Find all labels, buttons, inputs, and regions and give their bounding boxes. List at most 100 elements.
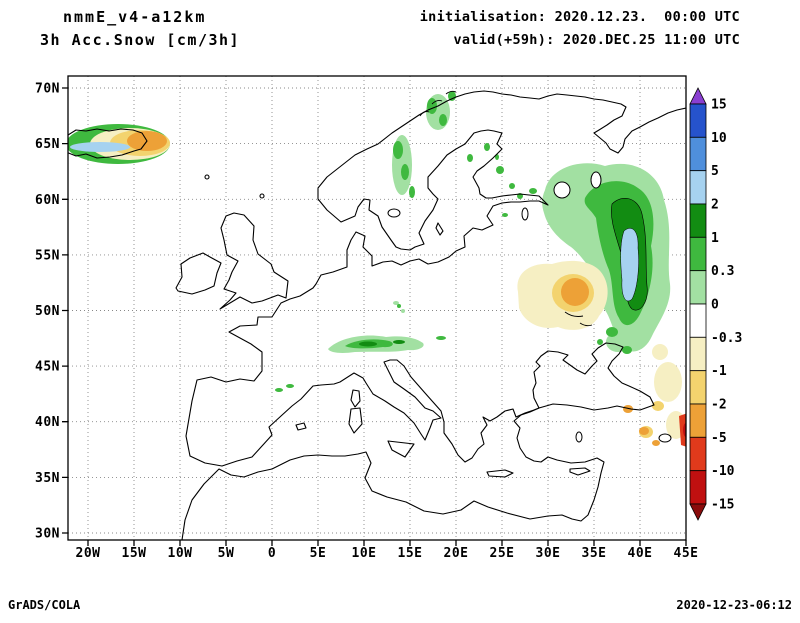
x-tick-label: 10E xyxy=(352,546,377,561)
shade-caucasus-cream xyxy=(652,344,668,360)
shade-green xyxy=(502,213,508,217)
x-tick-label: 30E xyxy=(536,546,561,561)
island-iceland xyxy=(68,128,148,159)
y-tick-label: 35N xyxy=(35,471,60,486)
colorbar-arrow-bottom xyxy=(689,503,707,521)
y-axis-ticks xyxy=(62,87,68,534)
shade-green xyxy=(597,339,603,345)
shade-green xyxy=(393,141,403,159)
shade-green xyxy=(397,304,401,308)
colorbar: 15 10 5 2 1 0.3 0 -0.3 -1 -2 -5 -10 -15 xyxy=(689,87,742,521)
coastlines xyxy=(68,90,686,540)
shade-halo xyxy=(401,309,405,313)
island-corsica xyxy=(350,389,361,408)
colorbar-label: 10 xyxy=(711,131,727,146)
lake-onega xyxy=(590,171,602,189)
colorbar-segment xyxy=(689,203,707,238)
lake-peipus xyxy=(521,207,529,221)
colorbar-label: 2 xyxy=(711,198,719,213)
colorbar-segment xyxy=(689,103,707,138)
lake-van xyxy=(658,433,672,443)
coastline-africa-levant-blacksea xyxy=(181,342,655,540)
shade-green xyxy=(606,327,618,337)
shade-green xyxy=(467,154,473,162)
shade-edge-red xyxy=(679,413,686,447)
grads-credit: GrADS/COLA xyxy=(8,598,81,612)
y-tick-label: 55N xyxy=(35,248,60,263)
shade-caucasus-orange xyxy=(639,427,649,435)
y-axis-labels: 70N 65N 60N 55N 50N 45N 40N 35N 30N xyxy=(35,82,60,542)
x-tick-label: 45E xyxy=(674,546,699,561)
shade-alps-dark xyxy=(393,340,405,344)
shade-caucasus-orange xyxy=(652,440,660,446)
coastline-mainland-scandinavia xyxy=(185,90,686,467)
colorbar-label: 5 xyxy=(711,164,719,179)
island-britain xyxy=(219,212,289,310)
shade-iceland-blue-streak xyxy=(70,142,130,152)
x-tick-label: 25E xyxy=(490,546,515,561)
colorbar-segment xyxy=(689,470,707,505)
shade-russia-blue-core xyxy=(620,228,639,302)
x-tick-label: 20E xyxy=(444,546,469,561)
lake-vanern xyxy=(387,208,401,218)
coastline-mediterranean-europe xyxy=(221,359,540,467)
colorbar-segment xyxy=(689,270,707,305)
island-sicily xyxy=(387,440,415,458)
x-tick-label: 10W xyxy=(168,546,193,561)
shade-green xyxy=(275,388,283,392)
x-axis-ticks xyxy=(87,540,687,546)
colorbar-segment xyxy=(689,136,707,172)
island-sardinia xyxy=(348,407,363,434)
island-crete xyxy=(486,469,514,478)
island-shetland xyxy=(259,193,265,199)
shade-edge-darkred xyxy=(683,423,686,437)
x-tick-label: 5E xyxy=(310,546,327,561)
x-tick-label: 40E xyxy=(628,546,653,561)
colorbar-segment xyxy=(689,236,707,272)
island-ireland xyxy=(175,252,222,295)
x-tick-label: 35E xyxy=(582,546,607,561)
shade-alps-dark xyxy=(359,341,377,347)
colorbar-label: -15 xyxy=(711,498,734,513)
lake-tuz xyxy=(575,431,583,443)
model-title: nmmE_v4-a12km xyxy=(63,8,206,26)
shade-green xyxy=(496,166,504,174)
x-tick-label: 20W xyxy=(76,546,101,561)
shade-green xyxy=(529,188,537,194)
shade-green xyxy=(509,183,515,189)
y-tick-label: 40N xyxy=(35,415,60,430)
colorbar-label: -1 xyxy=(711,364,727,379)
shade-green xyxy=(439,114,447,126)
colorbar-segment xyxy=(689,403,707,438)
colorbar-segment xyxy=(689,370,707,405)
x-tick-label: 0 xyxy=(268,546,276,561)
colorbar-label: -10 xyxy=(711,464,735,479)
colorbar-label: -0.3 xyxy=(711,331,742,346)
shade-halo xyxy=(393,301,399,305)
colorbar-segment xyxy=(689,436,707,472)
shade-green xyxy=(622,346,632,354)
colorbar-label: 1 xyxy=(711,231,719,246)
y-tick-label: 50N xyxy=(35,304,60,319)
field-title: 3h Acc.Snow [cm/3h] xyxy=(40,31,240,49)
island-faroe xyxy=(204,174,210,180)
init-time-label: initialisation: 2020.12.23. 00:00 UTC xyxy=(420,9,740,25)
y-tick-label: 70N xyxy=(35,82,60,97)
island-gotland xyxy=(435,222,444,236)
colorbar-segment xyxy=(689,336,707,372)
colorbar-label: 15 xyxy=(711,98,727,113)
y-tick-label: 60N xyxy=(35,193,60,208)
y-tick-label: 45N xyxy=(35,360,60,375)
colorbar-label: 0.3 xyxy=(711,264,734,279)
map-frame xyxy=(67,75,687,541)
shade-green xyxy=(484,143,490,151)
lake-ladoga xyxy=(553,181,571,199)
shade-caucasus-orange xyxy=(623,405,633,413)
colorbar-segment xyxy=(689,170,707,205)
shade-ukraine-orange xyxy=(561,278,589,306)
y-tick-label: 65N xyxy=(35,137,60,152)
shade-green xyxy=(409,186,415,198)
colorbar-arrow-top xyxy=(689,87,707,105)
x-tick-label: 15E xyxy=(398,546,423,561)
